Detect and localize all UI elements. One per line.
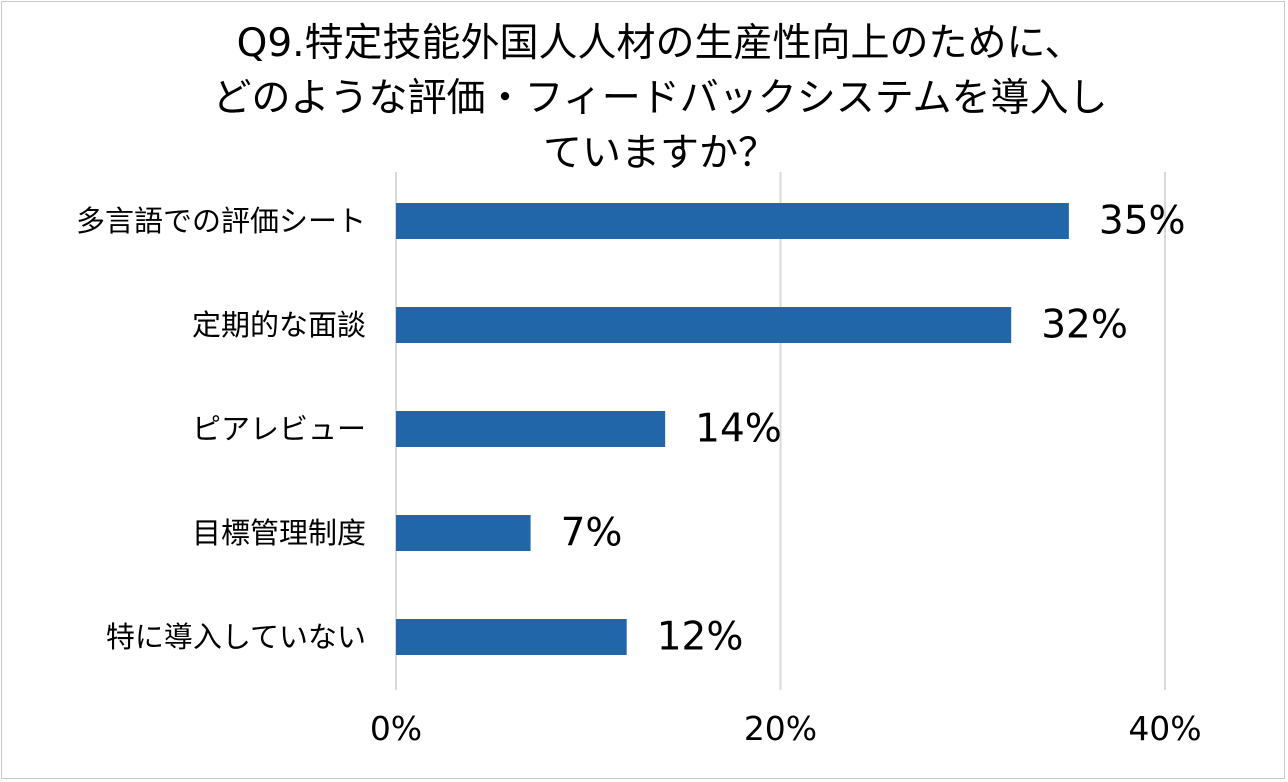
value-label: 35% [1099, 199, 1186, 244]
x-tick-label: 20% [744, 709, 817, 748]
category-label: ピアレビュー [192, 412, 366, 446]
value-label: 12% [657, 615, 744, 660]
bars [396, 203, 1069, 655]
category-label: 定期的な面談 [192, 308, 366, 342]
x-tick-label: 0% [370, 709, 422, 748]
value-label: 32% [1041, 303, 1128, 348]
chart-title: Q9.特定技能外国人人材の生産性向上のために、 どのような評価・フィードバックシ… [100, 16, 1220, 181]
chart-title-line-1: Q9.特定技能外国人人材の生産性向上のために、 [236, 21, 1084, 66]
category-label: 多言語での評価シート [76, 204, 366, 238]
bar [396, 307, 1012, 343]
bar [396, 515, 531, 551]
chart-title-line-3: ていますか？ [542, 131, 777, 176]
bar [396, 411, 666, 447]
bar [396, 203, 1069, 239]
labels: 0% 20% 40% 多言語での評価シート 35% 定期的な面談 32% ピアレビュー 14% 目… [76, 199, 1202, 749]
category-label: 目標管理制度 [192, 516, 366, 550]
value-label: 14% [695, 407, 782, 452]
value-label: 7% [561, 511, 623, 556]
bar [396, 619, 627, 655]
x-tick-label: 40% [1128, 709, 1201, 748]
category-label: 特に導入していない [106, 620, 366, 654]
chart-title-line-2: どのような評価・フィードバックシステムを導入し [212, 76, 1108, 121]
